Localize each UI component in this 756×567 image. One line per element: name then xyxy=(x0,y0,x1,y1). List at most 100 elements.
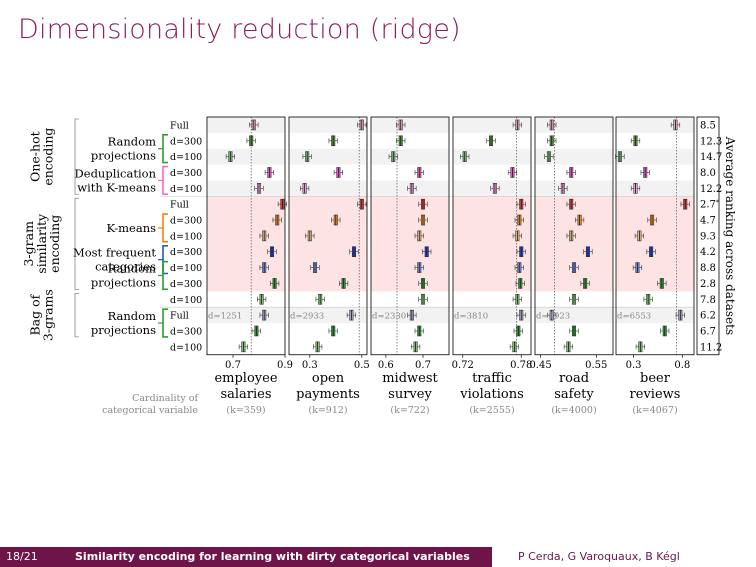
dimension-label: d=2330 xyxy=(372,312,406,322)
cardinality-label: Cardinality of xyxy=(132,393,199,404)
group-label: similarity xyxy=(34,213,49,274)
row-band xyxy=(453,227,531,244)
ranking-axis-label: Average ranking across datasets xyxy=(723,136,737,336)
row-band xyxy=(453,212,531,228)
row-label: Full xyxy=(170,200,189,211)
row-band xyxy=(535,275,613,292)
method-label: Random xyxy=(108,309,156,323)
ranking-value: 8.0 xyxy=(700,168,716,179)
dataset-cardinality: (k=4067) xyxy=(632,405,677,416)
panel-frame xyxy=(452,116,532,356)
x-tick-label: 0.72 xyxy=(452,360,474,371)
dataset-name: beer xyxy=(640,371,671,386)
ranking-value: 8.8 xyxy=(700,263,716,274)
page-number: 18/21 xyxy=(6,550,38,563)
method-bracket xyxy=(162,134,168,164)
dataset-name: violations xyxy=(459,387,524,402)
row-label: d=100 xyxy=(170,342,202,353)
row-band xyxy=(535,212,613,228)
row-band xyxy=(289,196,367,213)
row-band xyxy=(371,148,449,165)
dataset-cardinality: (k=722) xyxy=(390,405,429,416)
row-label: d=100 xyxy=(170,184,202,195)
x-tick-label: 0.45 xyxy=(529,360,551,371)
ranking-star: * xyxy=(716,200,719,207)
row-band xyxy=(371,212,449,228)
ranking-value: 11.2 xyxy=(700,342,722,353)
ranking-value: 12.2 xyxy=(700,184,722,195)
row-band xyxy=(535,117,613,133)
dataset-name: road xyxy=(559,371,589,386)
row-band xyxy=(453,259,531,276)
x-tick-label: 0.55 xyxy=(585,360,607,371)
footer-authors: P Cerda, G Varoquaux, B Kégl xyxy=(518,550,680,563)
x-tick-label: 0.3 xyxy=(626,360,642,371)
dataset-name: employee xyxy=(214,371,277,386)
row-label: Full xyxy=(170,120,189,131)
row-band xyxy=(207,275,285,292)
row-band xyxy=(535,180,613,197)
row-band xyxy=(371,227,449,244)
panel-frame xyxy=(370,116,450,356)
row-band xyxy=(453,117,531,133)
ranking-value: 8.5 xyxy=(700,120,716,131)
method-label: Random xyxy=(108,135,156,149)
dimension-label: d=4923 xyxy=(536,312,570,322)
row-band xyxy=(289,148,367,165)
ranking-value: 4.7 xyxy=(700,216,716,227)
x-tick-label: 0.78 xyxy=(510,360,532,371)
method-label: projections xyxy=(91,323,156,337)
dimension-label: d=6553 xyxy=(617,312,651,322)
row-band xyxy=(616,307,694,324)
row-band xyxy=(616,180,694,197)
group-bracket xyxy=(74,292,79,338)
row-band xyxy=(371,259,449,276)
dimension-label: d=3810 xyxy=(454,312,488,322)
dataset-name: payments xyxy=(296,387,360,402)
method-label: projections xyxy=(91,276,156,290)
group-bracket xyxy=(74,197,79,290)
ranking-frame xyxy=(696,116,720,356)
row-band xyxy=(371,275,449,292)
row-label: d=100 xyxy=(170,295,202,306)
method-bracket xyxy=(162,260,168,291)
row-label: d=300 xyxy=(170,136,202,147)
ranking-value: 6.2 xyxy=(700,311,716,322)
method-bracket xyxy=(162,308,168,338)
group-label: encoding xyxy=(41,128,56,186)
dataset-name: survey xyxy=(388,387,432,402)
ranking-value: 7.8 xyxy=(700,295,716,306)
x-tick-label: 0.7 xyxy=(415,360,431,371)
row-label: Full xyxy=(170,311,189,322)
x-tick-label: 0.3 xyxy=(302,360,318,371)
dataset-cardinality: (k=4000) xyxy=(551,405,596,416)
row-band xyxy=(453,196,531,213)
row-band xyxy=(207,212,285,228)
row-band xyxy=(371,196,449,213)
dimension-label: d=2933 xyxy=(290,312,324,322)
row-label: d=300 xyxy=(170,326,202,337)
ranking-value: 6.7 xyxy=(700,326,716,337)
dataset-cardinality: (k=912) xyxy=(308,405,347,416)
row-band xyxy=(616,117,694,133)
dataset-cardinality: (k=2555) xyxy=(469,405,514,416)
method-label: K-means xyxy=(106,221,156,235)
row-band xyxy=(289,227,367,244)
ranking-value: 14.7 xyxy=(700,152,722,163)
method-label: projections xyxy=(91,149,156,163)
row-band xyxy=(289,259,367,276)
row-label: d=300 xyxy=(170,279,202,290)
method-bracket xyxy=(162,165,168,196)
row-band xyxy=(453,148,531,165)
dataset-name: safety xyxy=(554,387,594,402)
ranking-value: 2.7* xyxy=(700,200,719,211)
x-tick-label: 0.5 xyxy=(354,360,370,371)
row-band xyxy=(289,275,367,292)
group-bracket xyxy=(74,118,79,195)
x-tick-label: 0.6 xyxy=(378,360,394,371)
row-band xyxy=(207,243,285,260)
row-band xyxy=(616,148,694,165)
row-band xyxy=(207,148,285,165)
row-band xyxy=(289,117,367,133)
row-label: d=300 xyxy=(170,216,202,227)
